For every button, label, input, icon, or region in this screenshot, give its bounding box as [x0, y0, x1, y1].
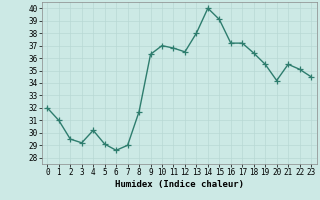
X-axis label: Humidex (Indice chaleur): Humidex (Indice chaleur): [115, 180, 244, 189]
